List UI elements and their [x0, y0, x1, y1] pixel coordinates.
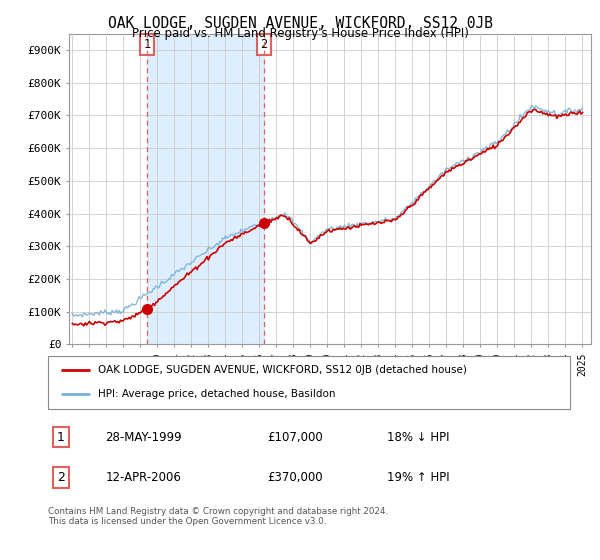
- Text: £107,000: £107,000: [267, 431, 323, 444]
- Text: 1: 1: [57, 431, 65, 444]
- Text: 18% ↓ HPI: 18% ↓ HPI: [388, 431, 450, 444]
- Text: 2: 2: [57, 471, 65, 484]
- Text: HPI: Average price, detached house, Basildon: HPI: Average price, detached house, Basi…: [98, 389, 335, 399]
- Text: 28-MAY-1999: 28-MAY-1999: [106, 431, 182, 444]
- Text: 12-APR-2006: 12-APR-2006: [106, 471, 181, 484]
- Text: Price paid vs. HM Land Registry's House Price Index (HPI): Price paid vs. HM Land Registry's House …: [131, 27, 469, 40]
- Text: OAK LODGE, SUGDEN AVENUE, WICKFORD, SS12 0JB: OAK LODGE, SUGDEN AVENUE, WICKFORD, SS12…: [107, 16, 493, 31]
- FancyBboxPatch shape: [48, 356, 570, 409]
- Text: £370,000: £370,000: [267, 471, 323, 484]
- Text: 1: 1: [143, 38, 151, 51]
- Text: OAK LODGE, SUGDEN AVENUE, WICKFORD, SS12 0JB (detached house): OAK LODGE, SUGDEN AVENUE, WICKFORD, SS12…: [98, 365, 466, 375]
- Text: 2: 2: [260, 38, 268, 51]
- Text: Contains HM Land Registry data © Crown copyright and database right 2024.
This d: Contains HM Land Registry data © Crown c…: [48, 507, 388, 526]
- Text: 19% ↑ HPI: 19% ↑ HPI: [388, 471, 450, 484]
- Bar: [147, 34, 264, 344]
